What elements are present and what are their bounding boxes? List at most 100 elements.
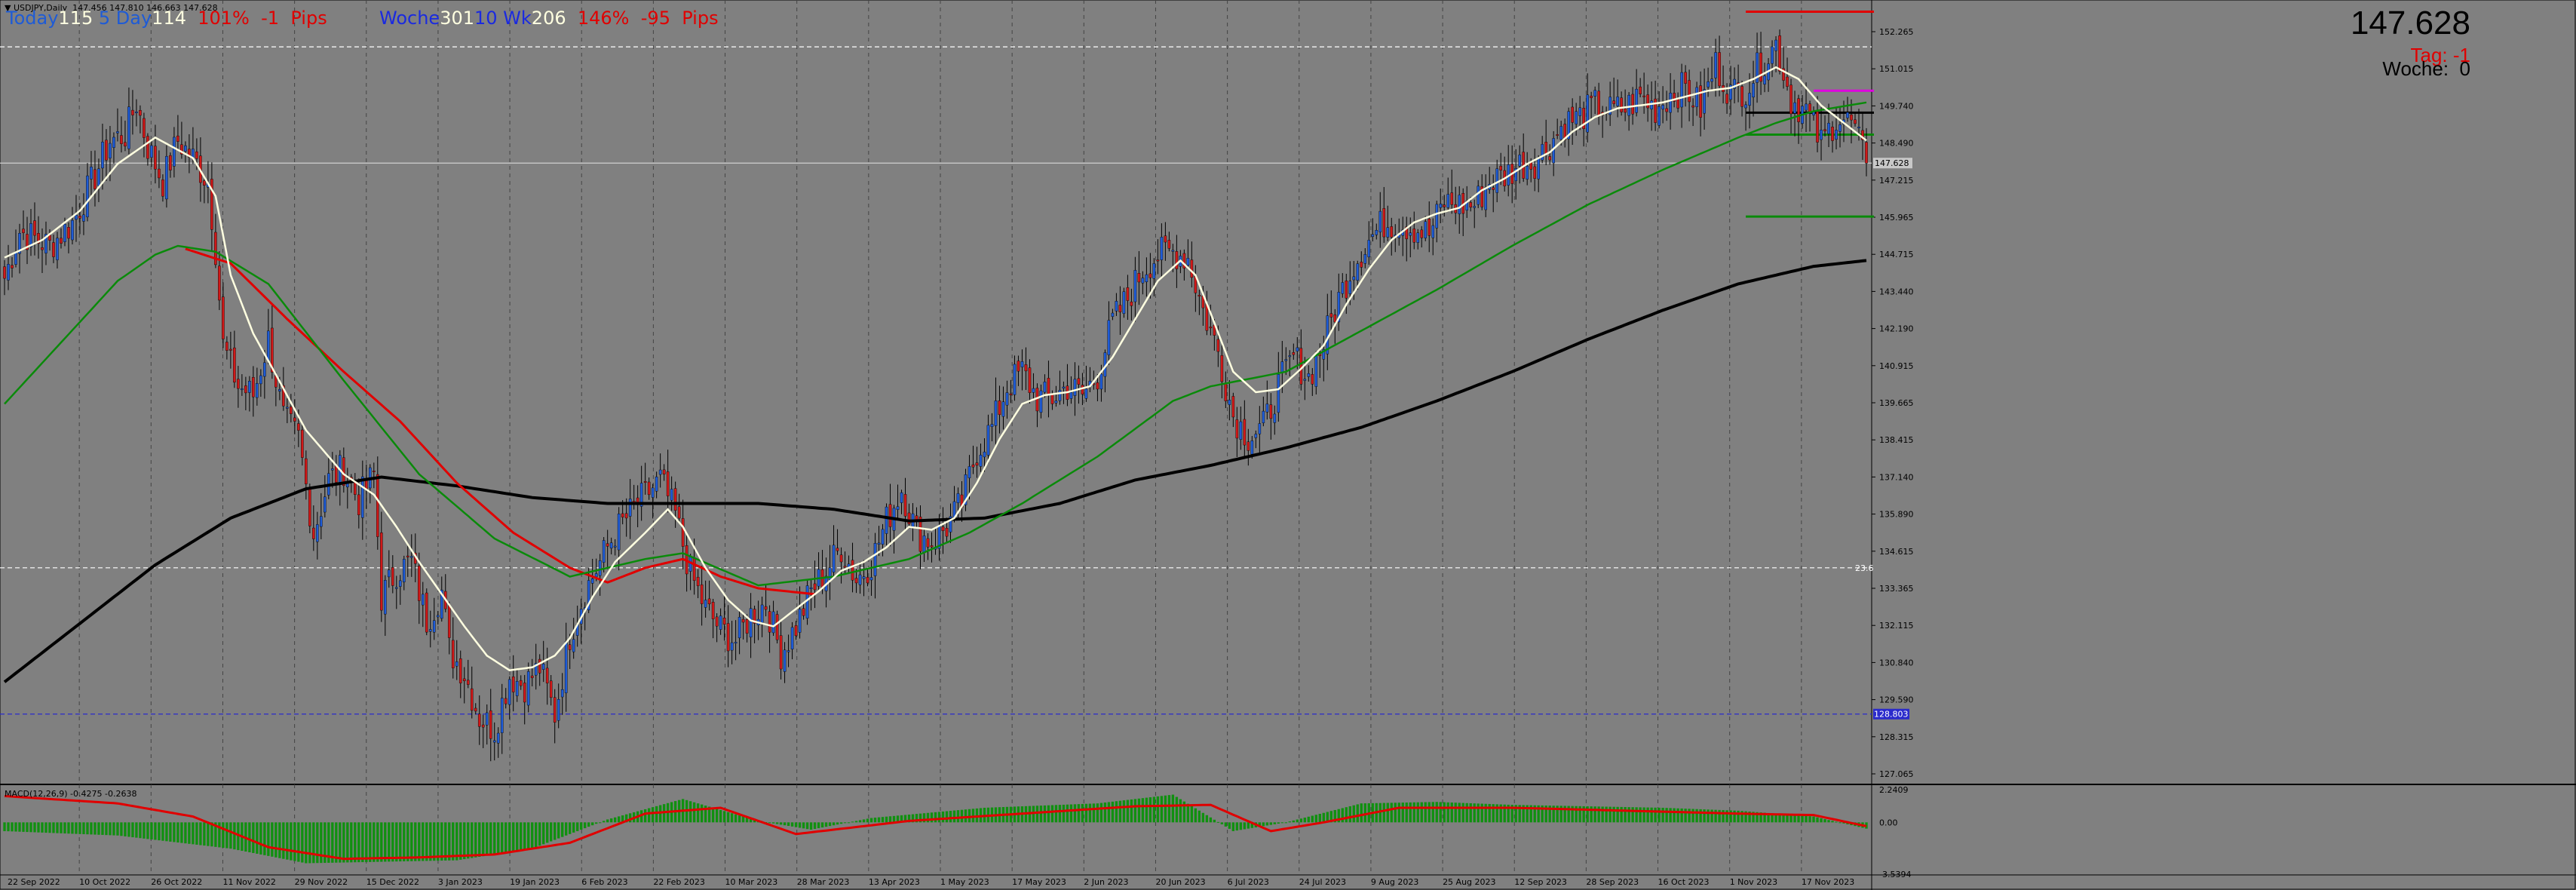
candle (881, 529, 885, 545)
macd-bar (1115, 801, 1118, 823)
macd-bar (248, 822, 251, 852)
candle (1367, 240, 1371, 258)
macd-bar (598, 822, 602, 824)
candle (1533, 166, 1536, 179)
macd-bar (471, 822, 474, 858)
pips-label: Pips (290, 8, 327, 29)
macd-bar (1111, 801, 1115, 823)
macd-bar (587, 822, 590, 827)
candle (1608, 97, 1612, 115)
macd-bar (482, 822, 485, 857)
candle (704, 600, 707, 608)
macd-bar (1220, 822, 1224, 824)
macd-bar (1262, 822, 1265, 827)
macd-bar (1789, 815, 1792, 823)
macd-bar (94, 822, 97, 835)
macd-bar (1597, 806, 1600, 823)
candle (1612, 100, 1615, 104)
week-pips: -95 (640, 8, 670, 29)
macd-bar (376, 822, 379, 862)
candle (29, 223, 32, 247)
macd-bar (1842, 822, 1845, 824)
candle (447, 605, 451, 638)
macd-bar (1552, 806, 1555, 823)
ma-fast-line (4, 66, 1867, 672)
candle (768, 611, 771, 633)
macd-bar (952, 810, 956, 823)
candle (188, 149, 191, 158)
macd-bar (873, 818, 877, 823)
macd-bar (56, 822, 59, 833)
candle (365, 480, 368, 490)
macd-bar (448, 822, 451, 861)
macd-bar (120, 822, 123, 836)
x-tick-label: 22 Sep 2022 (8, 877, 60, 887)
macd-bar (1360, 803, 1363, 823)
candle (1284, 359, 1288, 361)
candle (1141, 278, 1145, 284)
macd-bar (1624, 807, 1627, 823)
macd-bar (1714, 809, 1717, 823)
macd-bar (380, 822, 383, 862)
macd-bar (403, 822, 406, 861)
macd-bar (1684, 809, 1687, 823)
x-tick-label: 10 Oct 2022 (79, 877, 130, 887)
macd-bar (214, 822, 217, 847)
macd-bar (516, 822, 519, 852)
macd-bar (1477, 803, 1480, 823)
macd-bar (832, 822, 836, 826)
y-tick-label: 145.965 (1879, 213, 1914, 222)
candle (1299, 348, 1303, 385)
candle (496, 732, 500, 744)
macd-bar (467, 822, 470, 859)
macd-bar (271, 822, 274, 857)
candle (237, 379, 240, 389)
candle (504, 698, 508, 704)
candle (771, 611, 775, 634)
macd-y-tick-label: -3.5394 (1879, 870, 1911, 879)
candle (1635, 88, 1638, 113)
candle (1676, 99, 1679, 109)
candle (971, 464, 975, 468)
macd-bar (233, 822, 236, 850)
y-tick-label: 132.115 (1879, 621, 1914, 631)
macd-bar (1066, 804, 1069, 823)
macd-bar (722, 811, 726, 823)
x-tick-label: 28 Mar 2023 (797, 877, 850, 887)
macd-bar (843, 822, 847, 824)
x-tick-label: 25 Aug 2023 (1443, 877, 1495, 887)
ma-mid-line (4, 101, 1867, 587)
macd-bar (1416, 802, 1419, 823)
candle (639, 483, 643, 507)
x-tick-label: 6 Feb 2023 (581, 877, 627, 887)
macd-bar (1258, 822, 1262, 827)
ma-red-line (185, 247, 815, 596)
macd-bar (726, 812, 730, 823)
candle (813, 583, 817, 591)
macd-bar (237, 822, 240, 851)
macd-bar (1680, 808, 1683, 823)
candle (707, 598, 711, 605)
macd-bar (101, 822, 104, 835)
candle (1786, 76, 1789, 87)
x-tick-label: 1 Nov 2023 (1730, 877, 1777, 887)
macd-bar (1443, 802, 1446, 823)
candle (1084, 388, 1088, 399)
candle (218, 265, 221, 301)
candle (779, 635, 783, 670)
macd-bar (839, 822, 843, 824)
x-tick-label: 22 Feb 2023 (653, 877, 704, 887)
candle (324, 496, 327, 513)
candle (1390, 226, 1394, 238)
macd-bar (1326, 812, 1329, 823)
candle (1265, 404, 1269, 413)
candle (63, 224, 66, 242)
macd-bar (1639, 807, 1642, 823)
macd-bar (478, 822, 481, 857)
macd-bar (1559, 806, 1562, 823)
candle (696, 576, 700, 586)
candle (1477, 186, 1480, 205)
macd-bar (802, 822, 805, 829)
candle (1620, 97, 1623, 112)
